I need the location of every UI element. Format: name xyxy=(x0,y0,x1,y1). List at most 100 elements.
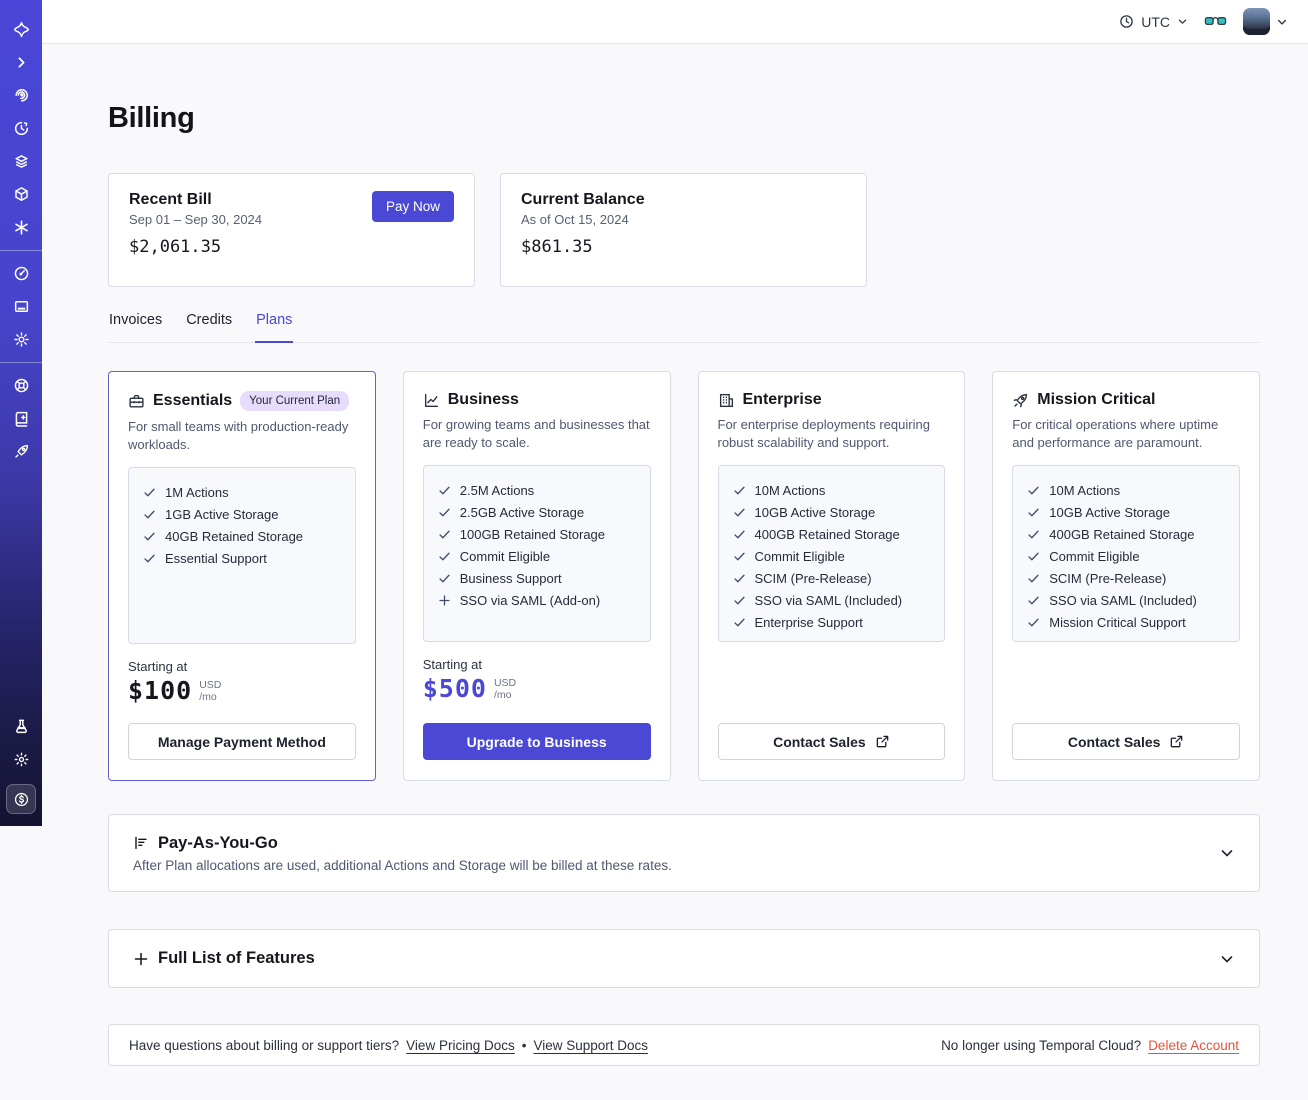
feature-box: 2.5M Actions 2.5GB Active Storage 100GB … xyxy=(422,465,651,642)
billing-card-icon[interactable] xyxy=(0,290,42,323)
check-icon xyxy=(1028,574,1039,582)
spiral-icon[interactable] xyxy=(0,79,42,112)
topbar: UTC xyxy=(42,0,1308,44)
feature-item: SSO via SAML (Included) xyxy=(1027,589,1225,611)
feature-item: 1M Actions xyxy=(143,481,341,503)
goggles-icon[interactable] xyxy=(1204,10,1227,33)
pay-now-button[interactable]: Pay Now xyxy=(371,191,454,222)
check-icon xyxy=(1028,618,1039,626)
check-icon xyxy=(733,486,745,494)
feature-item: 1GB Active Storage xyxy=(143,503,341,525)
feature-item: 100GB Retained Storage xyxy=(438,523,636,545)
sidebar-bottom-group xyxy=(0,710,42,814)
main-content: Billing Recent Bill Sep 01 – Sep 30, 202… xyxy=(42,44,1308,1100)
footer-question: Have questions about billing or support … xyxy=(129,1037,400,1053)
feature-item: Mission Critical Support xyxy=(1027,611,1225,633)
sidebar-divider xyxy=(0,250,42,251)
asterisk-icon[interactable] xyxy=(0,211,42,244)
feature-item: 40GB Retained Storage xyxy=(143,525,341,547)
tab-invoices[interactable]: Invoices xyxy=(109,312,163,328)
plan-description: For growing teams and businesses that ar… xyxy=(422,417,650,450)
check-icon xyxy=(1028,508,1039,516)
check-icon xyxy=(1028,486,1039,494)
lifebuoy-icon[interactable] xyxy=(0,369,42,402)
flask-icon[interactable] xyxy=(0,710,42,743)
contact-sales-button[interactable]: Contact Sales xyxy=(717,723,946,760)
gauge-icon[interactable] xyxy=(0,257,42,290)
recent-bill-card: Recent Bill Sep 01 – Sep 30, 2024 $2,061… xyxy=(108,173,475,287)
check-icon xyxy=(733,508,745,516)
page-title: Billing xyxy=(108,102,195,134)
feature-item: 2.5M Actions xyxy=(438,479,636,501)
payg-accordion[interactable]: Pay-As-You-Go After Plan allocations are… xyxy=(108,814,1260,892)
feature-item: 400GB Retained Storage xyxy=(1027,523,1225,545)
rocket-icon xyxy=(1013,393,1028,407)
chevron-down-icon[interactable] xyxy=(1219,951,1235,967)
plus-icon xyxy=(134,952,148,965)
check-icon xyxy=(439,508,450,516)
upgrade-to-business-button[interactable]: Upgrade to Business xyxy=(422,723,651,760)
current-balance-amount: $861.35 xyxy=(521,237,593,257)
timer-icon[interactable] xyxy=(0,112,42,145)
feature-item: 400GB Retained Storage xyxy=(733,523,931,545)
feature-item: SCIM (Pre-Release) xyxy=(1027,567,1225,589)
book-icon[interactable] xyxy=(0,402,42,435)
full-features-accordion[interactable]: Full List of Features xyxy=(108,929,1260,988)
plan-name: Business xyxy=(447,391,519,408)
gear-icon[interactable] xyxy=(0,323,42,356)
feature-item: Business Support xyxy=(438,567,636,589)
feature-item: 10M Actions xyxy=(733,479,931,501)
chevron-down-icon xyxy=(1277,19,1287,25)
tab-plans[interactable]: Plans xyxy=(255,312,294,343)
chevron-down-icon[interactable] xyxy=(1219,845,1235,861)
delete-account-link[interactable]: Delete Account xyxy=(1148,1037,1239,1053)
avatar xyxy=(1243,8,1270,35)
rocket-icon[interactable] xyxy=(0,435,42,468)
current-balance-asof: As of Oct 15, 2024 xyxy=(521,212,629,227)
external-link-icon xyxy=(876,735,888,748)
timezone-label: UTC xyxy=(1141,13,1170,30)
check-icon xyxy=(733,618,745,626)
contact-sales-button[interactable]: Contact Sales xyxy=(1012,723,1240,760)
sun-icon[interactable] xyxy=(0,743,42,776)
toolbox-icon xyxy=(129,394,144,408)
chevron-right-icon[interactable] xyxy=(0,46,42,79)
view-pricing-docs-link[interactable]: View Pricing Docs xyxy=(406,1037,515,1053)
sidebar-divider xyxy=(0,362,42,363)
bar-chart-icon xyxy=(135,836,147,850)
tab-credits[interactable]: Credits xyxy=(186,312,233,328)
feature-item: 2.5GB Active Storage xyxy=(438,501,636,523)
timezone-selector[interactable]: UTC xyxy=(1119,14,1188,30)
footer-bar: Have questions about billing or support … xyxy=(108,1024,1260,1066)
check-icon xyxy=(144,554,155,562)
check-icon xyxy=(1028,530,1039,538)
external-link-icon xyxy=(1171,735,1183,748)
cube-icon[interactable] xyxy=(0,178,42,211)
price-amount: $100 xyxy=(128,676,193,705)
plan-name: Enterprise xyxy=(742,391,822,408)
chevron-down-icon xyxy=(1178,19,1187,24)
recent-bill-period: Sep 01 – Sep 30, 2024 xyxy=(129,212,263,227)
feature-item: Commit Eligible xyxy=(438,545,636,567)
view-support-docs-link[interactable]: View Support Docs xyxy=(533,1037,649,1053)
recent-bill-amount: $2,061.35 xyxy=(129,237,222,257)
plan-description: For small teams with production-ready wo… xyxy=(128,419,349,452)
check-icon xyxy=(733,530,745,538)
feature-item: Commit Eligible xyxy=(733,545,931,567)
check-icon xyxy=(439,552,450,560)
check-icon xyxy=(733,596,745,604)
manage-payment-method-button[interactable]: Manage Payment Method xyxy=(128,723,356,760)
check-icon xyxy=(1028,552,1039,560)
coin-dollar-icon[interactable] xyxy=(6,784,36,814)
footer-right-question: No longer using Temporal Cloud? xyxy=(941,1037,1142,1053)
feature-item: 10GB Active Storage xyxy=(733,501,931,523)
check-icon xyxy=(733,574,745,582)
current-balance-title: Current Balance xyxy=(521,191,645,208)
layers-icon[interactable] xyxy=(0,145,42,178)
feature-item: 10GB Active Storage xyxy=(1027,501,1225,523)
plan-card-essentials: Essentials Your Current Plan For small t… xyxy=(108,371,376,781)
sidebar xyxy=(0,0,42,826)
account-menu[interactable] xyxy=(1243,8,1288,35)
plan-price: Starting at $500 USD/mo xyxy=(422,657,517,703)
payg-description: After Plan allocations are used, additio… xyxy=(133,857,672,873)
